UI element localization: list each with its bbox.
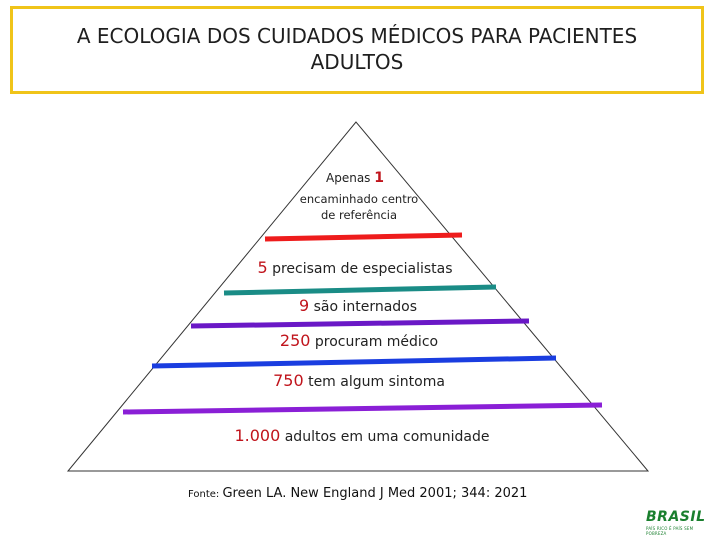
source-text: Green LA. New England J Med 2001; 344: 2… (222, 486, 528, 501)
level-number: 250 (279, 331, 311, 350)
divider-line-3 (190, 318, 530, 329)
level-text: tem algum sintoma (303, 374, 445, 390)
level-number: 9 (298, 296, 310, 315)
brasil-logo: BRASIL PAÍS RICO É PAÍS SEM POBREZA (646, 506, 708, 536)
level-number: 1.000 (234, 426, 281, 445)
level-text: procuram médico (310, 334, 439, 350)
divider-line-4 (151, 355, 557, 369)
logo-tagline: PAÍS RICO É PAÍS SEM POBREZA (646, 526, 694, 536)
source-prefix: Fonte: (188, 489, 223, 500)
level-text: adultos em uma comunidade (280, 429, 490, 445)
level-sublabel-1: encaminhado centro de referência (286, 191, 432, 223)
sublabel-line-2: de referência (320, 208, 398, 222)
level-label-2: 5 precisam de especialistas (238, 258, 472, 277)
level-label-4: 250 procuram médico (254, 331, 464, 350)
divider-line-1 (264, 232, 463, 242)
title-line-1: A ECOLOGIA DOS CUIDADOS MÉDICOS PARA PAC… (76, 24, 638, 48)
level-number: 5 (257, 258, 268, 277)
level-text: são internados (309, 299, 418, 315)
level-label-6: 1.000 adultos em uma comunidade (210, 426, 514, 445)
title-box: A ECOLOGIA DOS CUIDADOS MÉDICOS PARA PAC… (10, 6, 704, 94)
sublabel-line-1: encaminhado centro (299, 192, 419, 206)
level-number: 1 (374, 170, 384, 186)
logo-brand: BRASIL (646, 509, 706, 525)
level-label-3: 9 são internados (268, 296, 448, 315)
pyramid-outline (66, 121, 650, 472)
divider-line-5 (122, 402, 603, 415)
level-label-1: Apenas 1 (300, 170, 410, 186)
divider-line-2 (223, 284, 497, 296)
level-number: 750 (273, 371, 304, 390)
level-prefix: Apenas (326, 171, 375, 185)
level-label-5: 750 tem algum sintoma (246, 371, 472, 390)
level-text: precisam de especialistas (267, 261, 453, 277)
title-line-2: ADULTOS (310, 50, 404, 74)
source-citation: Fonte: Green LA. New England J Med 2001;… (188, 486, 527, 501)
